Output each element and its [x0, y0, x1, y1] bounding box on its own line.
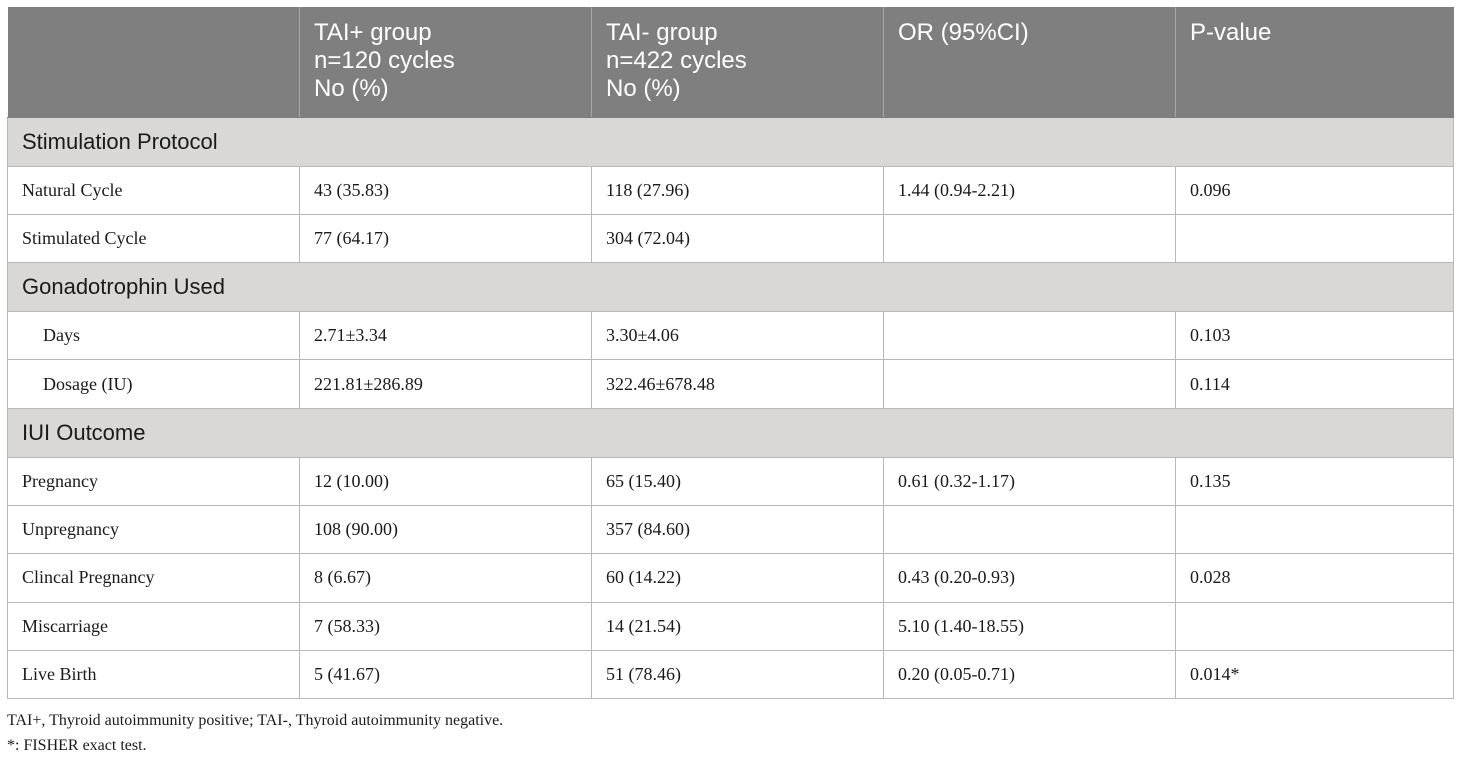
cell-tai-negative: 118 (27.96): [591, 165, 884, 215]
row-label: Clincal Pregnancy: [7, 553, 300, 603]
cell-tai-negative: 14 (21.54): [591, 601, 884, 651]
row-label: Unpregnancy: [7, 504, 300, 555]
cell-odds-ratio: [883, 359, 1176, 409]
table-row: Miscarriage 7 (58.33) 14 (21.54) 5.10 (1…: [7, 601, 1454, 651]
cell-tai-positive: 43 (35.83): [299, 165, 592, 215]
table-row: Live Birth 5 (41.67) 51 (78.46) 0.20 (0.…: [7, 649, 1454, 700]
cell-odds-ratio: 0.43 (0.20-0.93): [883, 553, 1176, 603]
row-label: Live Birth: [7, 649, 300, 700]
section-row-gonadotrophin-used: Gonadotrophin Used: [7, 262, 1454, 313]
header-line: n=422 cycles: [606, 47, 747, 74]
cell-p-value: 0.028: [1175, 553, 1454, 603]
table-row: Days 2.71±3.34 3.30±4.06 0.103: [7, 311, 1454, 361]
footnote-abbreviations: TAI+, Thyroid autoimmunity positive; TAI…: [7, 712, 504, 729]
header-line: No (%): [606, 75, 681, 102]
table-row: Natural Cycle 43 (35.83) 118 (27.96) 1.4…: [7, 165, 1454, 215]
cell-p-value: 0.096: [1175, 165, 1454, 215]
cell-tai-negative: 357 (84.60): [591, 504, 884, 555]
row-label: Natural Cycle: [7, 165, 300, 215]
cell-tai-negative: 60 (14.22): [591, 553, 884, 603]
cell-p-value: 0.103: [1175, 311, 1454, 361]
header-line: n=120 cycles: [314, 47, 455, 74]
table-row: Pregnancy 12 (10.00) 65 (15.40) 0.61 (0.…: [7, 456, 1454, 506]
cell-odds-ratio: 0.61 (0.32-1.17): [883, 456, 1176, 506]
header-line: TAI- group: [606, 19, 718, 46]
header-line: P-value: [1190, 19, 1272, 46]
cell-tai-positive: 2.71±3.34: [299, 311, 592, 361]
header-line: OR (95%CI): [898, 19, 1029, 46]
header-p-value: P-value: [1175, 7, 1454, 118]
header-line: TAI+ group: [314, 19, 432, 46]
row-label: Dosage (IU): [7, 359, 300, 409]
cell-tai-positive: 221.81±286.89: [299, 359, 592, 409]
cell-odds-ratio: [883, 213, 1176, 264]
cell-tai-negative: 322.46±678.48: [591, 359, 884, 409]
cell-tai-positive: 108 (90.00): [299, 504, 592, 555]
section-title: Stimulation Protocol: [7, 116, 1454, 167]
cell-tai-negative: 51 (78.46): [591, 649, 884, 700]
cell-tai-positive: 8 (6.67): [299, 553, 592, 603]
cell-p-value: [1175, 504, 1454, 555]
cell-tai-positive: 7 (58.33): [299, 601, 592, 651]
section-row-iui-outcome: IUI Outcome: [7, 407, 1454, 458]
cell-tai-positive: 12 (10.00): [299, 456, 592, 506]
table-row: Stimulated Cycle 77 (64.17) 304 (72.04): [7, 213, 1454, 264]
cell-p-value: 0.135: [1175, 456, 1454, 506]
cell-tai-positive: 77 (64.17): [299, 213, 592, 264]
cell-odds-ratio: 0.20 (0.05-0.71): [883, 649, 1176, 700]
row-label: Pregnancy: [7, 456, 300, 506]
cell-odds-ratio: 1.44 (0.94-2.21): [883, 165, 1176, 215]
header-tai-positive: TAI+ group n=120 cycles No (%): [299, 7, 592, 118]
header-tai-negative: TAI- group n=422 cycles No (%): [591, 7, 884, 118]
cell-p-value: [1175, 213, 1454, 264]
cell-tai-negative: 304 (72.04): [591, 213, 884, 264]
header-odds-ratio: OR (95%CI): [883, 7, 1176, 118]
section-title: IUI Outcome: [7, 407, 1454, 458]
section-row-stimulation-protocol: Stimulation Protocol: [7, 116, 1454, 167]
row-label: Miscarriage: [7, 601, 300, 651]
header-line: No (%): [314, 75, 389, 102]
table-row: Unpregnancy 108 (90.00) 357 (84.60): [7, 504, 1454, 555]
table-row: Dosage (IU) 221.81±286.89 322.46±678.48 …: [7, 359, 1454, 409]
cell-p-value: 0.014*: [1175, 649, 1454, 700]
cell-tai-positive: 5 (41.67): [299, 649, 592, 700]
table-footnotes: TAI+, Thyroid autoimmunity positive; TAI…: [7, 708, 503, 758]
cell-odds-ratio: 5.10 (1.40-18.55): [883, 601, 1176, 651]
cell-p-value: 0.114: [1175, 359, 1454, 409]
table-row: Clincal Pregnancy 8 (6.67) 60 (14.22) 0.…: [7, 553, 1454, 603]
cell-tai-negative: 3.30±4.06: [591, 311, 884, 361]
header-row: TAI+ group n=120 cycles No (%) TAI- grou…: [7, 7, 1454, 118]
footnote-fisher-test: *: FISHER exact test.: [7, 737, 147, 754]
results-table: TAI+ group n=120 cycles No (%) TAI- grou…: [7, 7, 1454, 700]
header-empty-cell: [7, 7, 300, 118]
row-label: Stimulated Cycle: [7, 213, 300, 264]
row-label: Days: [7, 311, 300, 361]
cell-odds-ratio: [883, 311, 1176, 361]
cell-tai-negative: 65 (15.40): [591, 456, 884, 506]
cell-p-value: [1175, 601, 1454, 651]
cell-odds-ratio: [883, 504, 1176, 555]
section-title: Gonadotrophin Used: [7, 262, 1454, 313]
